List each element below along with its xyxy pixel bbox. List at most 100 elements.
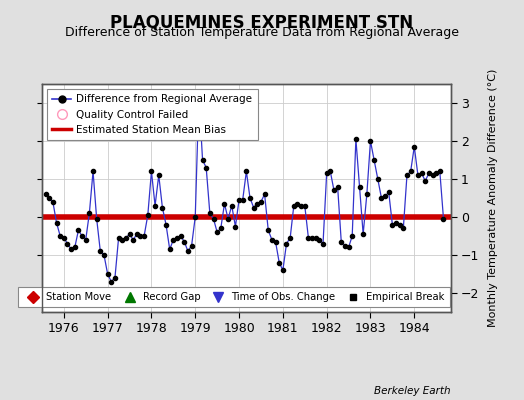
Point: [195, 92, 203, 99]
Point: [435, 168, 444, 175]
Point: [333, 183, 342, 190]
Point: [52, 220, 61, 226]
Point: [45, 195, 53, 201]
Point: [249, 204, 258, 211]
Point: [421, 178, 430, 184]
Point: [107, 278, 115, 285]
Point: [56, 233, 64, 239]
Point: [352, 136, 360, 142]
Point: [257, 199, 265, 205]
Point: [348, 233, 356, 239]
Point: [125, 231, 134, 237]
Point: [96, 248, 104, 254]
Point: [129, 237, 137, 243]
Point: [231, 223, 239, 230]
Point: [224, 216, 232, 222]
Point: [326, 168, 334, 175]
Point: [439, 216, 447, 222]
Point: [89, 168, 97, 175]
Point: [414, 172, 422, 178]
Point: [82, 237, 90, 243]
Point: [205, 210, 214, 216]
Point: [155, 172, 163, 178]
Point: [271, 238, 280, 245]
Point: [114, 235, 123, 241]
Point: [432, 170, 440, 176]
Point: [213, 229, 221, 235]
Point: [377, 195, 386, 201]
Point: [315, 237, 323, 243]
Point: [399, 225, 408, 232]
Point: [337, 238, 345, 245]
Point: [118, 237, 126, 243]
Point: [49, 199, 57, 205]
Point: [177, 233, 185, 239]
Point: [151, 202, 159, 209]
Point: [301, 202, 309, 209]
Point: [418, 170, 426, 176]
Point: [78, 233, 86, 239]
Point: [41, 191, 50, 198]
Point: [158, 204, 167, 211]
Point: [410, 144, 419, 150]
Point: [147, 168, 156, 175]
Point: [396, 222, 404, 228]
Point: [144, 212, 152, 218]
Point: [216, 225, 225, 232]
Point: [355, 183, 364, 190]
Point: [279, 267, 287, 274]
Point: [366, 138, 375, 144]
Legend: Station Move, Record Gap, Time of Obs. Change, Empirical Break: Station Move, Record Gap, Time of Obs. C…: [18, 287, 450, 307]
Point: [180, 238, 189, 245]
Point: [312, 235, 320, 241]
Point: [388, 222, 397, 228]
Point: [188, 242, 196, 249]
Text: PLAQUEMINES EXPERIMENT STN: PLAQUEMINES EXPERIMENT STN: [111, 14, 413, 32]
Point: [319, 240, 327, 247]
Text: Difference of Station Temperature Data from Regional Average: Difference of Station Temperature Data f…: [65, 26, 459, 39]
Point: [374, 176, 382, 182]
Point: [290, 202, 298, 209]
Point: [162, 222, 170, 228]
Point: [246, 195, 254, 201]
Point: [184, 248, 192, 254]
Point: [191, 214, 200, 220]
Point: [133, 231, 141, 237]
Point: [268, 237, 276, 243]
Point: [381, 193, 389, 199]
Point: [322, 170, 331, 176]
Point: [275, 260, 283, 266]
Point: [330, 187, 338, 194]
Point: [428, 172, 436, 178]
Point: [122, 235, 130, 241]
Point: [103, 271, 112, 277]
Point: [166, 246, 174, 252]
Point: [403, 172, 411, 178]
Text: Berkeley Earth: Berkeley Earth: [374, 386, 451, 396]
Point: [308, 235, 316, 241]
Point: [74, 227, 83, 234]
Point: [199, 157, 207, 163]
Point: [385, 189, 393, 196]
Point: [202, 164, 211, 171]
Point: [111, 274, 119, 281]
Point: [85, 210, 94, 216]
Point: [136, 233, 145, 239]
Point: [407, 168, 415, 175]
Point: [282, 240, 291, 247]
Point: [341, 242, 349, 249]
Point: [100, 252, 108, 258]
Point: [93, 216, 101, 222]
Point: [260, 191, 269, 198]
Point: [63, 240, 72, 247]
Point: [220, 200, 228, 207]
Y-axis label: Monthly Temperature Anomaly Difference (°C): Monthly Temperature Anomaly Difference (…: [488, 69, 498, 327]
Point: [140, 233, 148, 239]
Point: [359, 231, 367, 237]
Point: [71, 244, 79, 250]
Point: [286, 235, 294, 241]
Point: [238, 197, 247, 203]
Point: [67, 246, 75, 252]
Point: [370, 157, 378, 163]
Point: [293, 200, 302, 207]
